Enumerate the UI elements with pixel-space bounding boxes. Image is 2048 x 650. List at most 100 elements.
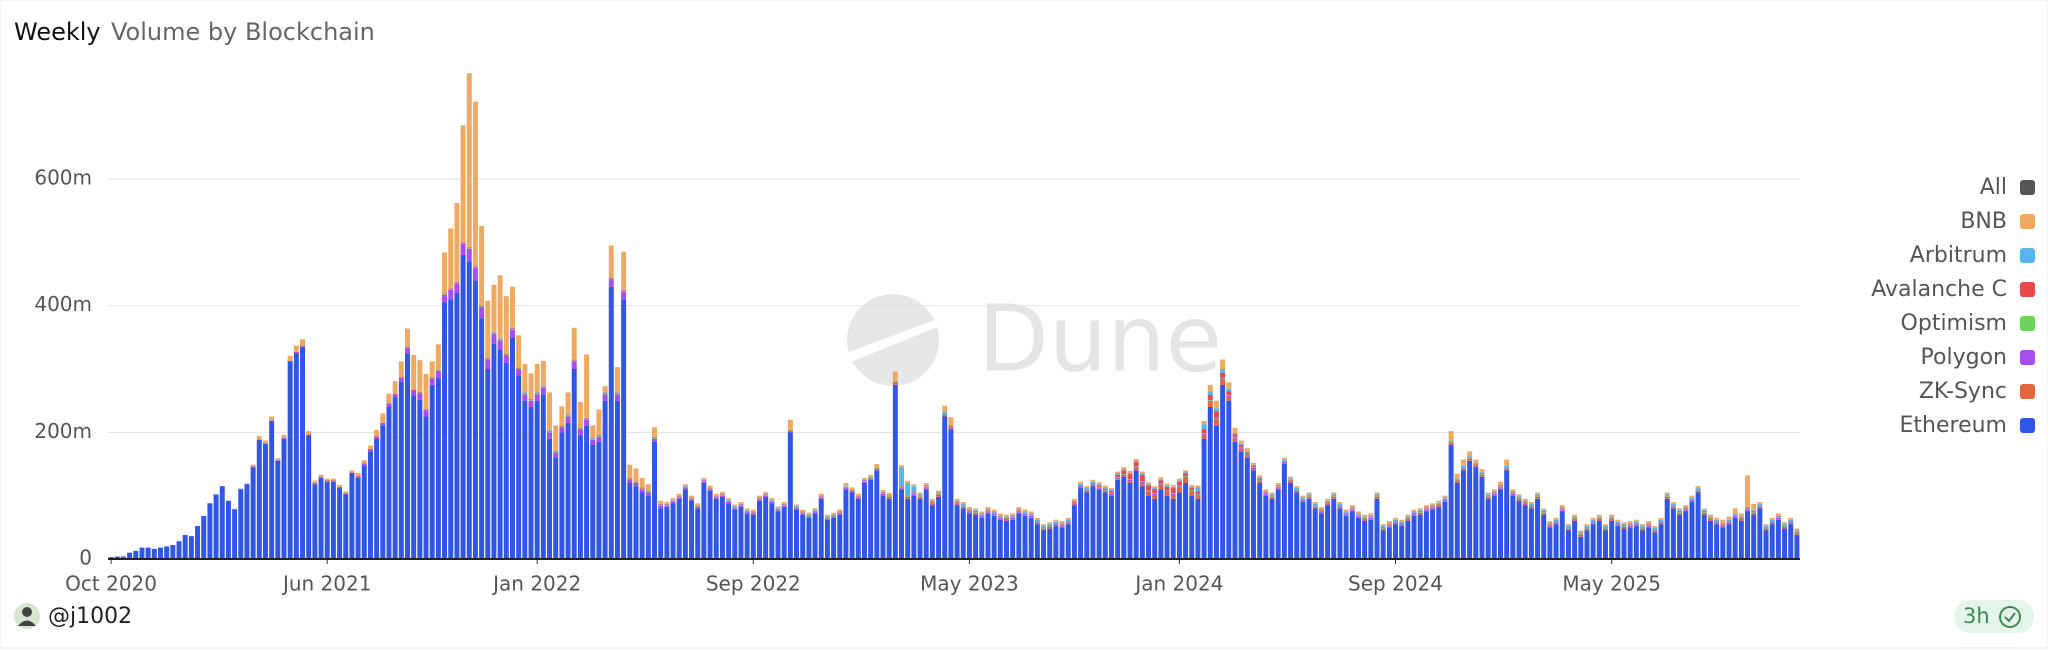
legend-label[interactable]: Optimism [1901,311,2007,336]
bar-segment [1362,519,1368,521]
bar-segment [713,496,719,497]
bar-segment [1220,372,1226,378]
bar-segment [1041,530,1047,559]
legend-label[interactable]: Arbitrum [1910,243,2007,268]
bar-segment [997,516,1003,518]
bar-segment [960,506,966,508]
tab-weekly[interactable]: Weekly [14,18,101,46]
bar-segment [1146,485,1152,491]
bar-segment [306,434,312,435]
bar-segment [244,484,250,559]
bar-segment [874,467,880,468]
bar-segment [800,512,806,513]
bar-segment [639,487,645,489]
bar-segment [1374,498,1380,559]
bar-segment [695,503,701,506]
bar-segment [1701,512,1707,513]
bar-segment [1757,503,1763,506]
legend-swatch[interactable] [2020,248,2035,263]
bar-segment [1226,382,1232,389]
bar-segment [1448,445,1454,559]
bar-segment [756,495,762,498]
legend-swatch[interactable] [2020,282,2035,297]
bar-segment [966,507,972,509]
bar-segment [1528,505,1534,507]
bar-segment [454,293,460,559]
bar-segment [1269,498,1275,559]
bar-segment [312,484,318,559]
bar-segment [1664,492,1670,495]
bar-segment [960,505,966,507]
bar-segment [392,393,398,395]
bar-segment [843,486,849,487]
bar-segment [1244,455,1250,458]
bar-segment [1343,514,1349,516]
legend-label[interactable]: Avalanche C [1871,277,2007,302]
bar-segment [639,489,645,493]
legend-swatch[interactable] [2020,418,2035,433]
bar-segment [1355,514,1361,516]
bar-segment [1541,510,1547,512]
bar-segment [528,407,534,559]
legend-label[interactable]: BNB [1960,209,2007,234]
bar-segment [701,479,707,481]
bar-segment [1238,440,1244,444]
legend-swatch[interactable] [2020,350,2035,365]
bar-segment [522,400,528,559]
bar-segment [1572,516,1578,518]
bar-segment [1621,526,1627,528]
bar-segment [1226,395,1232,397]
bar-segment [1596,520,1602,521]
bar-segment [1034,521,1040,523]
bar-segment [905,495,911,497]
bar-segment [1473,465,1479,467]
bar-segment [1386,527,1392,559]
bar-segment [1164,495,1170,559]
bar-segment [114,556,120,559]
legend-label[interactable]: All [1980,175,2007,200]
legend-swatch[interactable] [2020,214,2035,229]
bar-segment [577,428,583,430]
bar-segment [1294,492,1300,559]
bar-segment [1467,460,1473,559]
legend-label[interactable]: ZK-Sync [1919,379,2007,404]
bar-segment [503,353,509,354]
bar-segment [1454,480,1460,482]
bar-segment [1386,525,1392,527]
bar-segment [454,203,460,283]
bar-segment [1318,510,1324,511]
legend-label[interactable]: Ethereum [1900,413,2007,438]
bar-segment [1565,527,1571,528]
y-tick-label: 0 [79,546,92,570]
bar-segment [1337,502,1343,504]
bar-segment [1004,518,1009,520]
bar-segment [454,282,460,284]
bar-segment [349,472,355,473]
bar-segment [540,394,546,559]
bar-segment [442,294,448,295]
bar-segment [1498,489,1503,559]
bar-segment [806,515,812,516]
bar-segment [1355,515,1361,518]
author[interactable]: @j1002 [48,604,132,629]
bar-segment [509,286,515,328]
bar-segment [423,374,429,409]
bar-segment [960,507,966,509]
legend-swatch[interactable] [2020,316,2035,331]
bar-segment [769,501,775,502]
bar-segment [1559,510,1565,512]
bar-segment [1640,526,1646,528]
legend-label[interactable]: Polygon [1921,345,2007,370]
bar-segment [1028,515,1034,518]
bar-segment [1263,492,1269,494]
bar-segment [991,513,997,515]
legend-swatch[interactable] [2020,180,2035,195]
bar-segment [1337,507,1343,509]
bar-segment [1022,514,1028,516]
bar-segment [1041,527,1047,529]
bar-segment [1343,511,1349,513]
bar-segment [756,499,762,501]
bar-segment [775,509,781,511]
legend-swatch[interactable] [2020,384,2035,399]
bar-segment [973,512,979,513]
